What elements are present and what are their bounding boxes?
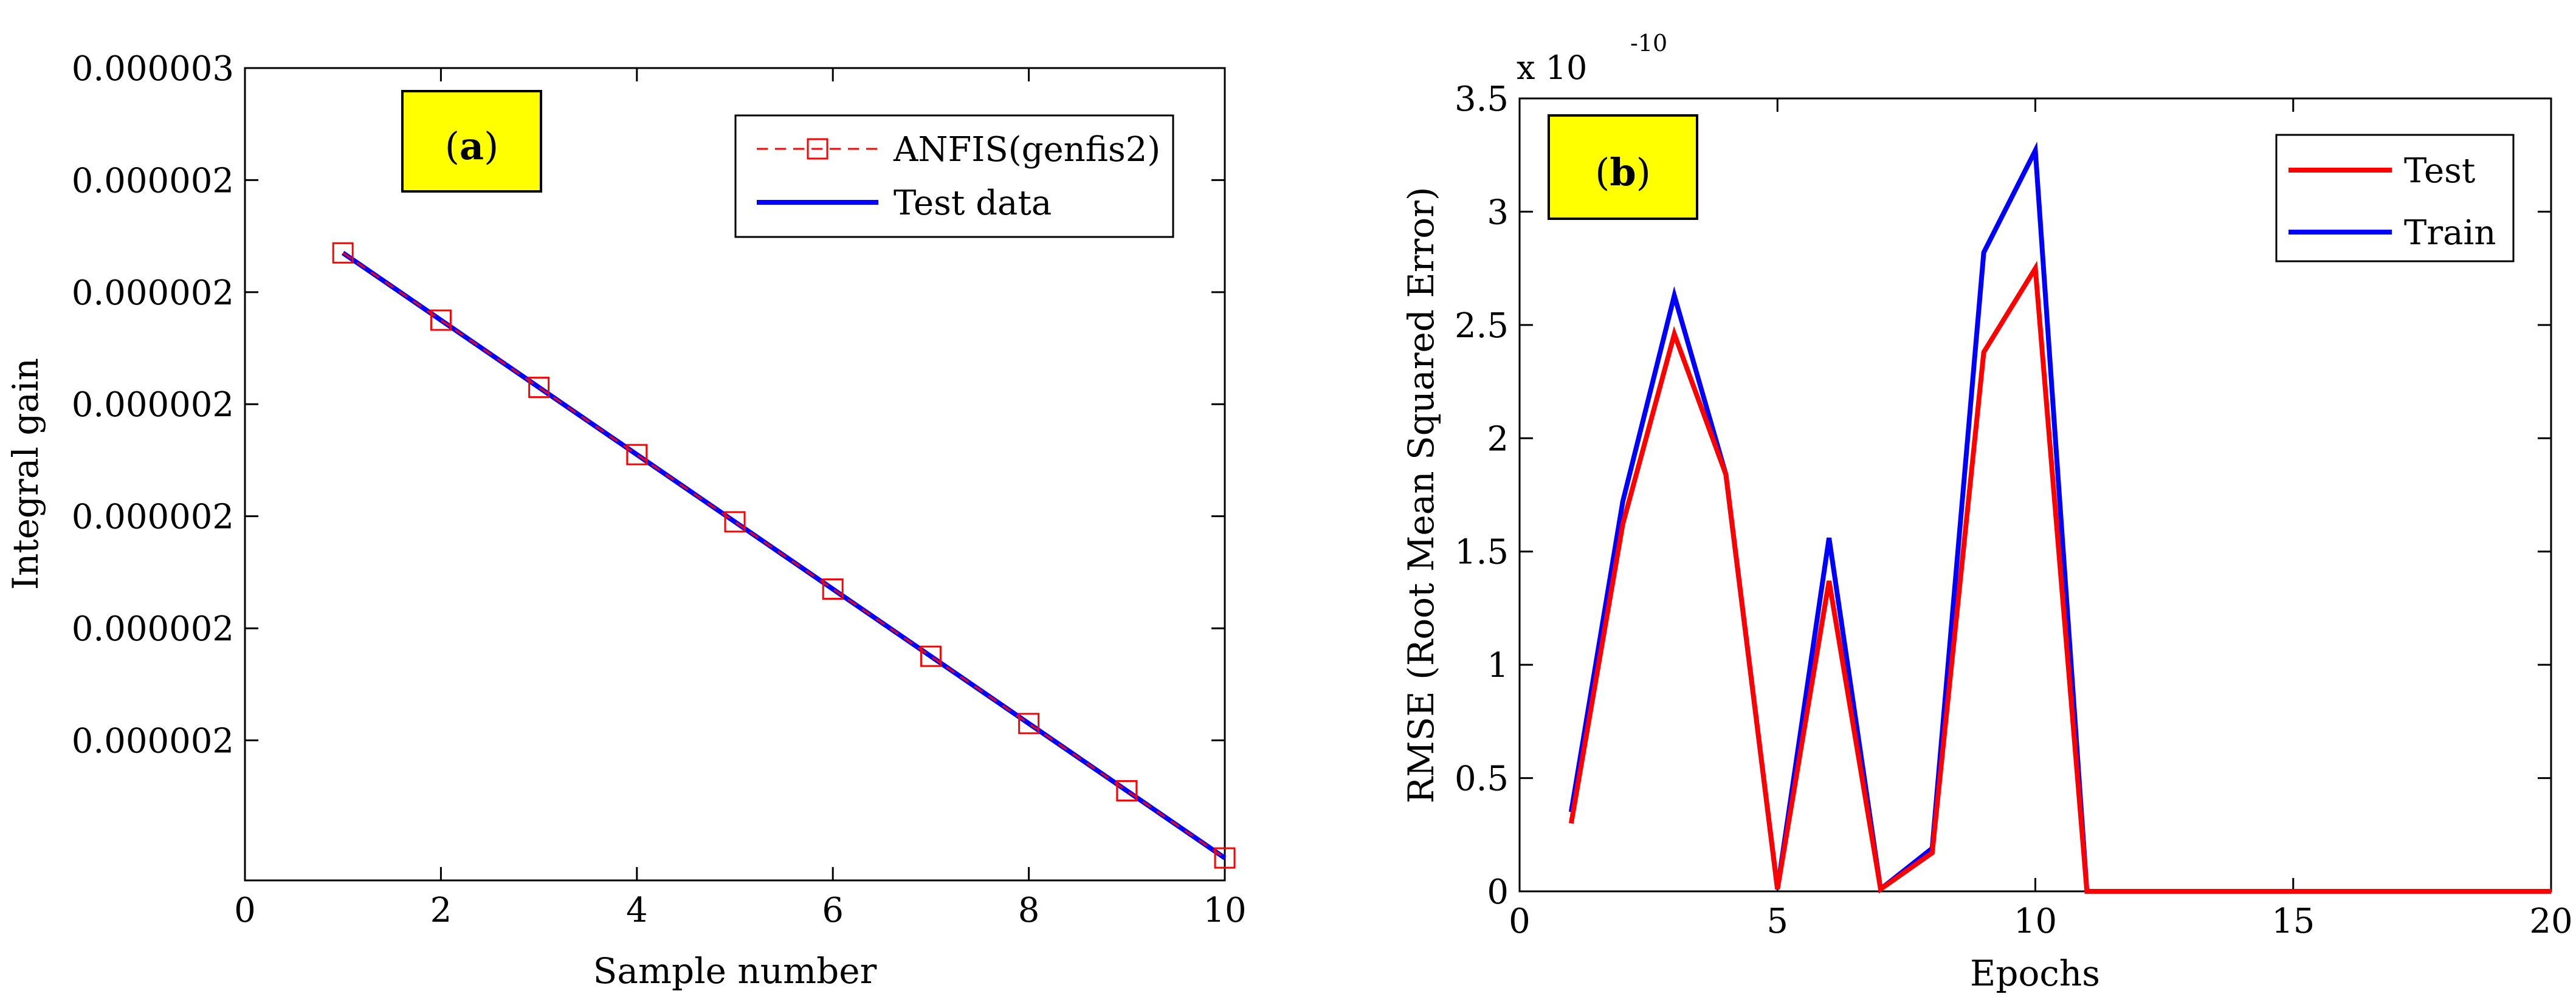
legend-a-label-anfis: ANFIS(genfis2)	[893, 130, 1160, 170]
legend-a-label-test: Test data	[894, 183, 1052, 223]
y-tick-label-a: 0.000002	[72, 498, 234, 537]
x-tick-label-b: 15	[2271, 902, 2315, 941]
y-axis-label-b: RMSE (Root Mean Squared Error)	[1400, 187, 1442, 804]
x-tick-label-a: 2	[430, 891, 452, 930]
y-tick-label-a: 0.000002	[72, 161, 234, 201]
x-tick-label-a: 10	[1203, 891, 1246, 930]
legend-a-marker-anfis	[807, 138, 828, 160]
x-axis-label-b: Epochs	[1970, 953, 2100, 994]
series-line-test	[1568, 261, 2551, 894]
x-tick-label-a: 4	[626, 891, 648, 930]
y-tick-label-b: 2.5	[1455, 306, 1509, 346]
x-ticks-a: 0 2 4 6 8 10	[234, 68, 1247, 930]
x-tick-label-b: 0	[1509, 902, 1531, 941]
panel-label-box-a	[401, 90, 542, 193]
anfis-marker	[1018, 713, 1040, 735]
panel-label-b: (b)	[1595, 150, 1651, 194]
y-tick-label-b: 2	[1487, 419, 1509, 459]
y-tick-label-b: 0	[1487, 873, 1509, 912]
x-axis-label-a: Sample number	[593, 950, 877, 992]
panel-label-a: (a)	[445, 124, 499, 168]
y-ticks-b: 0 0.5 1 1.5 2 2.5 3 3.5	[1455, 80, 2551, 912]
y-tick-label-a: 0.000002	[72, 609, 234, 649]
y-tick-label-b: 0.5	[1455, 759, 1509, 799]
anfis-marker	[626, 444, 648, 465]
y-tick-label-b: 1.5	[1455, 533, 1509, 572]
panel-a: 0 2 4 6 8 10 0.000003 0.000002 0.000002 0.000002…	[5, 49, 1247, 992]
y-tick-label-a: 0.000003	[72, 49, 234, 89]
legend-a	[734, 114, 1174, 238]
legend-b	[2275, 134, 2515, 262]
anfis-marker	[1214, 847, 1236, 869]
y-axis-label-a: Integral gain	[5, 358, 46, 590]
anfis-marker	[528, 377, 550, 399]
series-line-anfis	[342, 252, 1225, 859]
panel-label-box-b	[1548, 114, 1698, 220]
series-a	[332, 242, 1236, 869]
series-b	[1568, 141, 2551, 894]
y-tick-label-b: 3.5	[1455, 80, 1509, 119]
x-tick-label-a: 6	[822, 891, 844, 930]
y-tick-label-a: 0.000002	[72, 273, 234, 313]
scale-note-b: x 10	[1517, 49, 1587, 87]
anfis-marker	[430, 309, 452, 331]
anfis-marker	[1116, 780, 1138, 801]
y-tick-label-a: 0.000002	[72, 385, 234, 425]
anfis-marker	[332, 242, 354, 264]
anfis-marker	[822, 578, 844, 600]
anfis-marker	[724, 511, 746, 533]
axes-box-a	[244, 67, 1226, 882]
x-tick-label-a: 8	[1018, 891, 1040, 930]
y-tick-label-a: 0.000002	[72, 721, 234, 761]
legend-b-label-test: Test	[2404, 151, 2476, 191]
x-ticks-b: 0 5 10 15 20	[1509, 98, 2573, 941]
legend-b-label-train: Train	[2404, 213, 2496, 253]
panel-b: 0 5 10 15 20 0 0.5 1 1.5 2 2.5 3 3.5 x 10 -10 (b) T…	[1400, 30, 2573, 994]
x-tick-label-b: 20	[2529, 902, 2572, 941]
y-ticks-a: 0.000003 0.000002 0.000002 0.000002 0.000002…	[72, 49, 1225, 761]
x-tick-label-b: 10	[2014, 902, 2057, 941]
scale-note-exp-b: -10	[1630, 30, 1667, 57]
y-tick-label-b: 1	[1487, 646, 1509, 685]
y-tick-label-b: 3	[1487, 193, 1509, 232]
x-tick-label-a: 0	[234, 891, 256, 930]
anfis-marker	[920, 645, 942, 667]
x-tick-label-b: 5	[1766, 902, 1788, 941]
